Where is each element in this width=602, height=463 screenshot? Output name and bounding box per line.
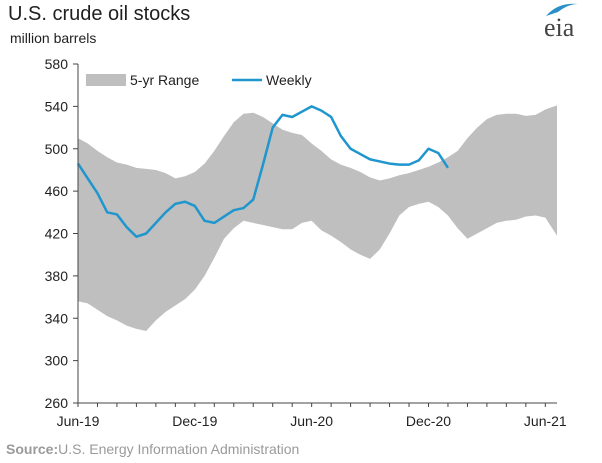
- y-tick-label: 300: [45, 353, 69, 369]
- legend: 5-yr Range Weekly: [86, 72, 312, 88]
- chart-title: U.S. crude oil stocks: [8, 3, 191, 25]
- chart-units-label: million barrels: [10, 30, 97, 46]
- weekly-line: [76, 105, 450, 238]
- axes: [73, 63, 557, 407]
- y-tick-label: 500: [45, 141, 69, 157]
- y-tick-label: 540: [45, 98, 69, 114]
- y-tick-label: 460: [45, 183, 69, 199]
- legend-label-weekly: Weekly: [266, 72, 312, 88]
- source-note: Source:U.S. Energy Information Administr…: [6, 441, 299, 457]
- logo-text: eia: [544, 13, 575, 42]
- x-tick-label: Jun-20: [290, 413, 333, 429]
- x-tick-label: Dec-19: [172, 413, 217, 429]
- x-tick-label: Jun-21: [524, 413, 567, 429]
- legend-swatch-range: [86, 74, 126, 86]
- weekly-line-layer: [76, 105, 450, 238]
- x-tick-label: Dec-20: [406, 413, 451, 429]
- y-tick-label: 340: [45, 310, 69, 326]
- source-text: U.S. Energy Information Administration: [58, 441, 300, 457]
- y-tick-label: 580: [45, 56, 69, 72]
- x-tick-label: Jun-19: [57, 413, 100, 429]
- legend-label-range: 5-yr Range: [130, 72, 199, 88]
- y-tick-label: 380: [45, 268, 69, 284]
- range-band-layer: [78, 105, 557, 331]
- logo-arc-icon: [546, 3, 578, 16]
- source-label: Source:: [6, 441, 59, 457]
- y-tick-label: 420: [45, 226, 69, 242]
- y-tick-label: 260: [45, 395, 69, 411]
- range-band: [78, 105, 557, 331]
- eia-logo: eia: [544, 3, 578, 42]
- tick-labels: 260 300 340 380 420 460 500 540 580 Jun-19 Dec-19 J…: [45, 56, 567, 429]
